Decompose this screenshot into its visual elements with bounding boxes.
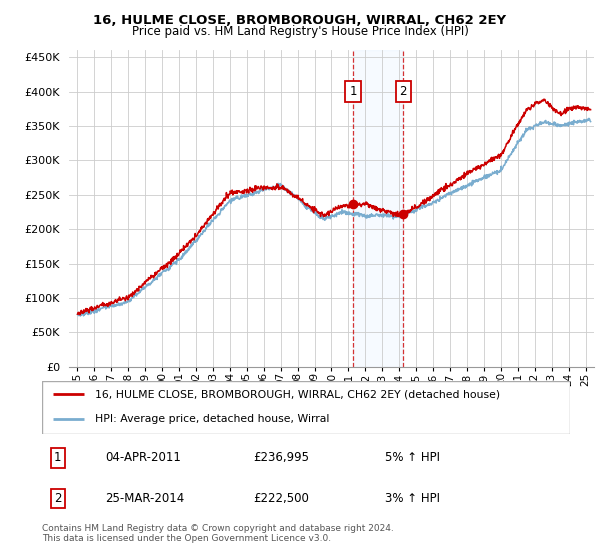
Text: 5% ↑ HPI: 5% ↑ HPI [385,451,440,464]
Bar [353,50,403,367]
Text: Contains HM Land Registry data © Crown copyright and database right 2024.
This d: Contains HM Land Registry data © Crown c… [42,524,394,543]
Text: 04-APR-2011: 04-APR-2011 [106,451,181,464]
Text: £236,995: £236,995 [253,451,309,464]
Text: Price paid vs. HM Land Registry's House Price Index (HPI): Price paid vs. HM Land Registry's House … [131,25,469,38]
Text: 16, HULME CLOSE, BROMBOROUGH, WIRRAL, CH62 2EY (detached house): 16, HULME CLOSE, BROMBOROUGH, WIRRAL, CH… [95,389,500,399]
Text: 2: 2 [54,492,62,505]
Text: 1: 1 [349,85,357,98]
Text: £222,500: £222,500 [253,492,309,505]
Text: HPI: Average price, detached house, Wirral: HPI: Average price, detached house, Wirr… [95,414,329,424]
Text: 16, HULME CLOSE, BROMBOROUGH, WIRRAL, CH62 2EY: 16, HULME CLOSE, BROMBOROUGH, WIRRAL, CH… [94,14,506,27]
Text: 25-MAR-2014: 25-MAR-2014 [106,492,185,505]
Text: 2: 2 [400,85,407,98]
Text: 1: 1 [54,451,62,464]
Text: 3% ↑ HPI: 3% ↑ HPI [385,492,440,505]
